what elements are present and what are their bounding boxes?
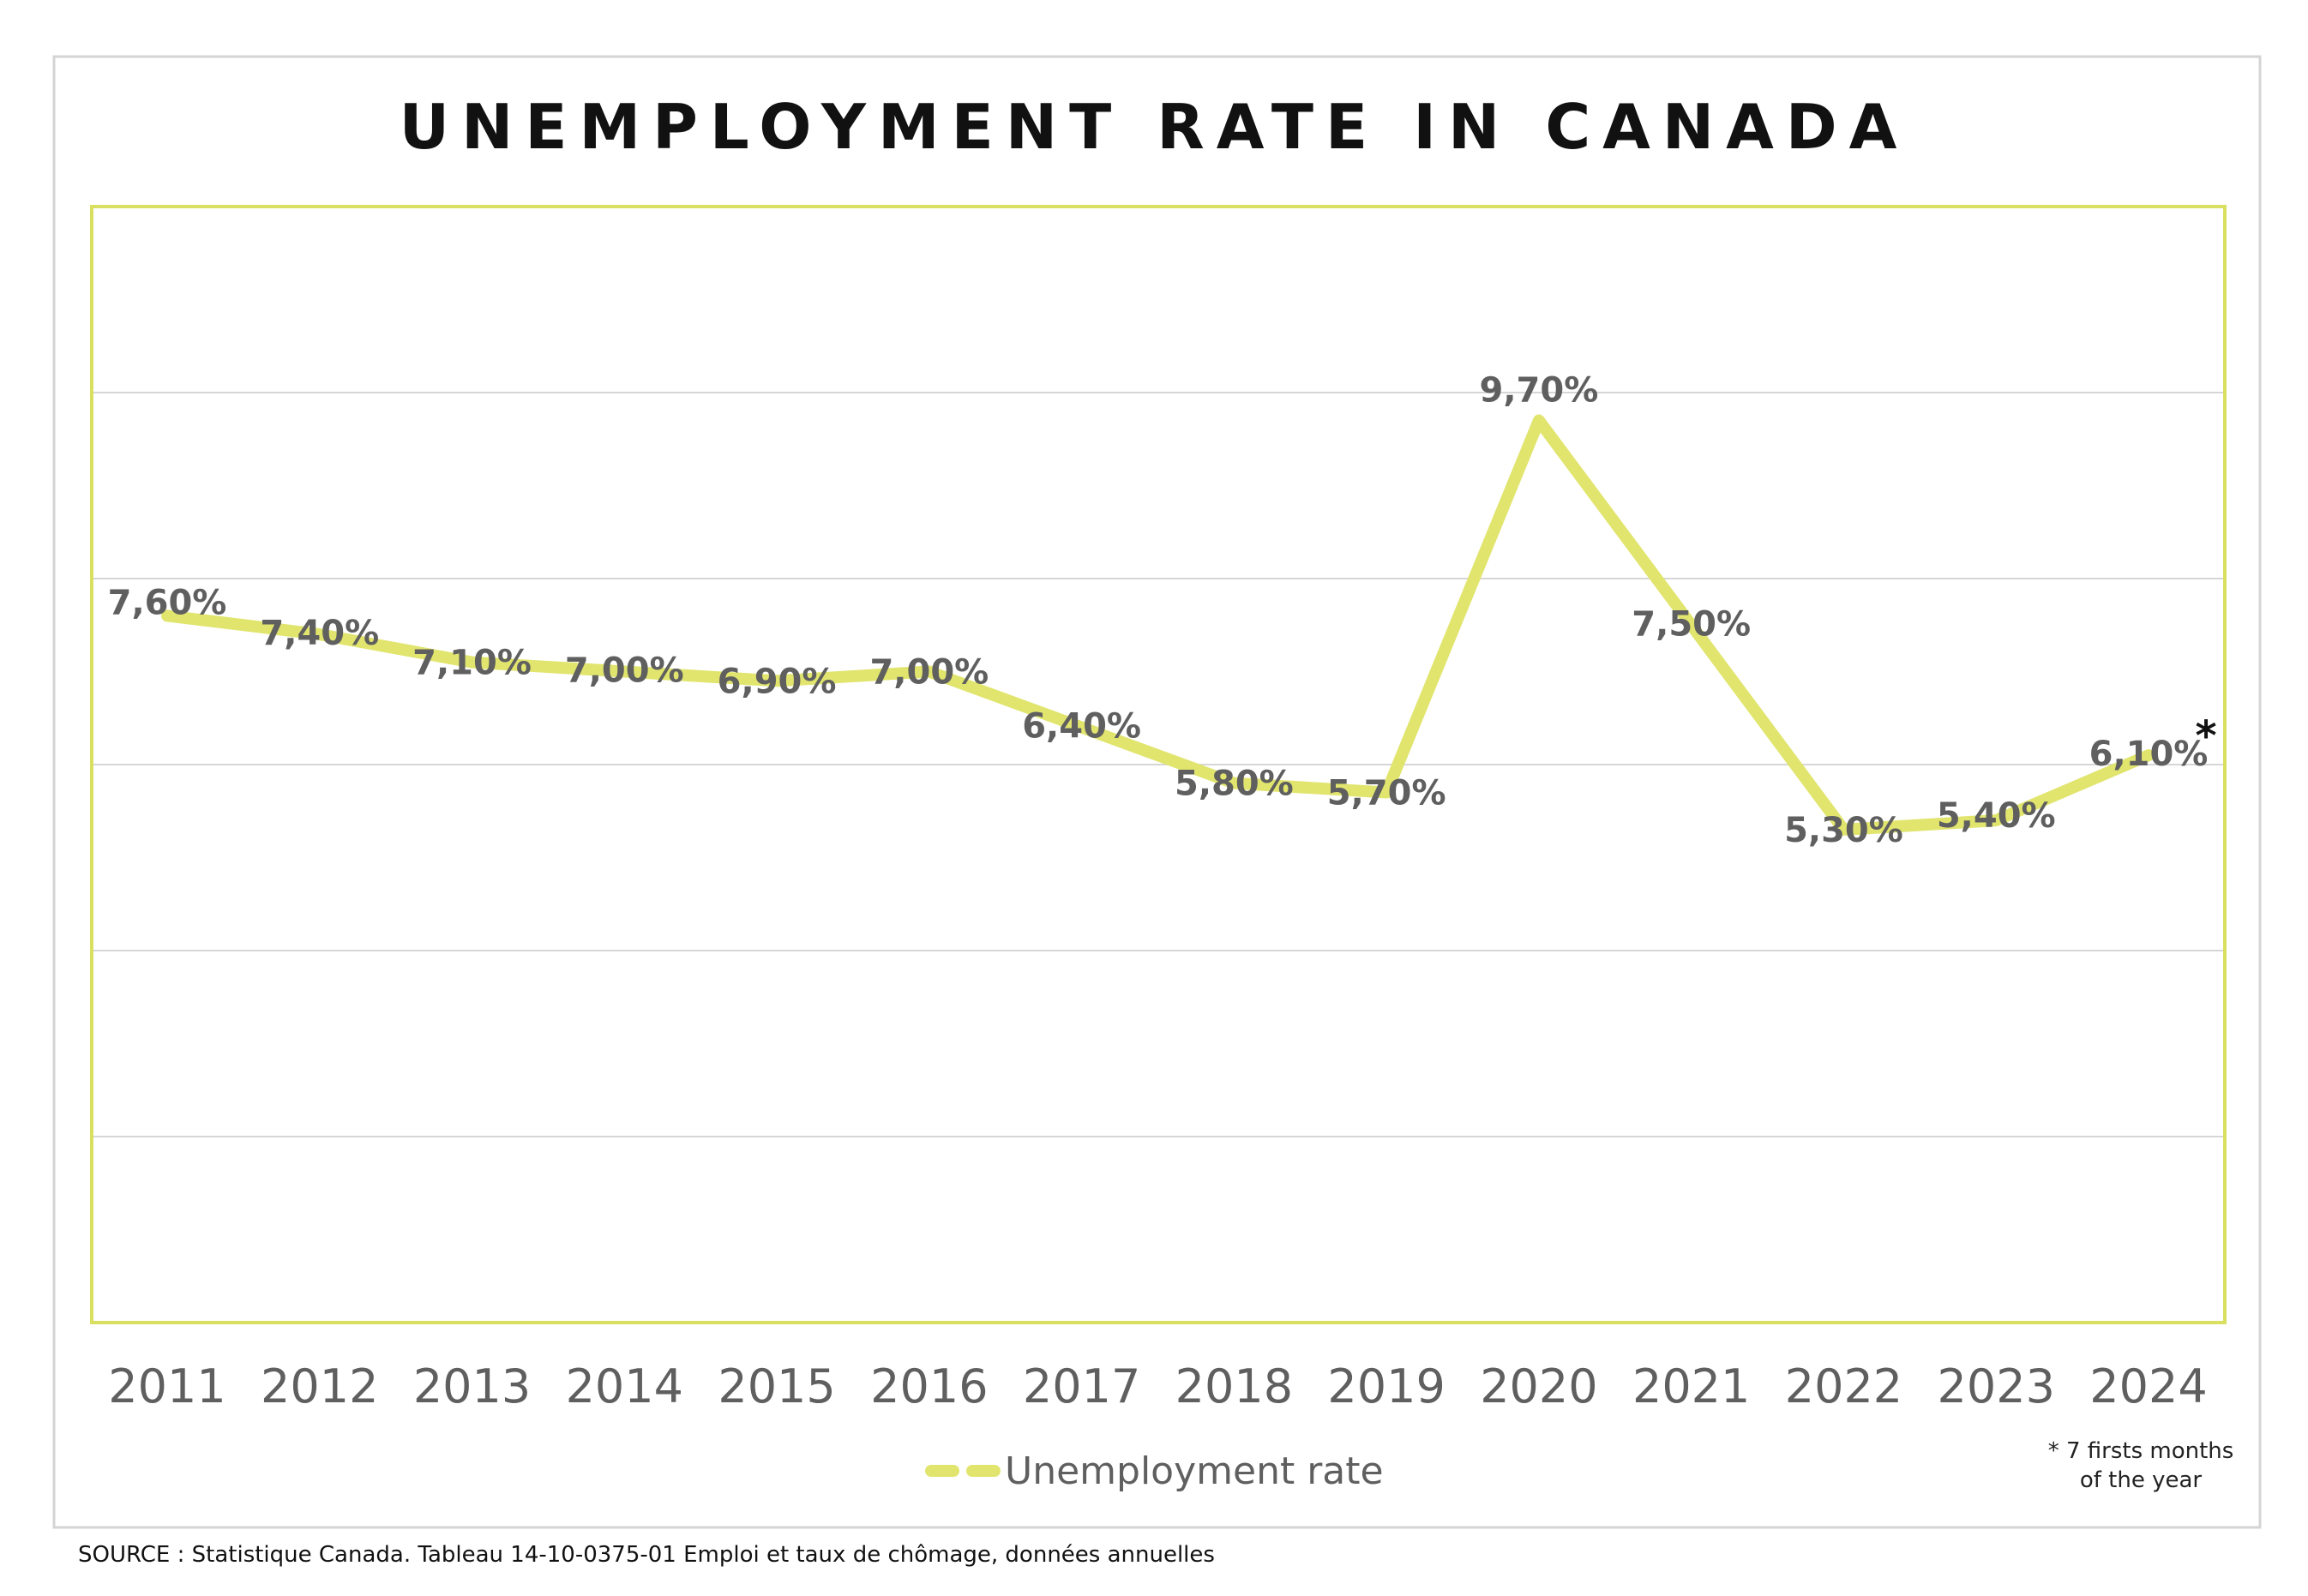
- chart-title: UNEMPLOYMENT RATE IN CANADA: [400, 91, 1909, 163]
- x-tick-label: 2020: [1480, 1359, 1597, 1413]
- annotation-note-line-1: * 7 firsts months: [2048, 1438, 2234, 1464]
- data-label: 5,40%: [1937, 796, 2056, 836]
- legend-label: Unemployment rate: [1005, 1449, 1384, 1493]
- x-tick-label: 2022: [1785, 1359, 1902, 1413]
- x-tick-label: 2017: [1023, 1359, 1140, 1413]
- x-tick-label: 2024: [2089, 1359, 2207, 1413]
- data-label: 7,50%: [1632, 604, 1751, 644]
- source-note: SOURCE : Statistique Canada. Tableau 14-…: [78, 1542, 1215, 1568]
- data-label: 7,40%: [260, 614, 379, 653]
- data-label: 7,10%: [412, 644, 532, 683]
- data-label: 7,00%: [869, 653, 989, 693]
- data-label: 6,90%: [718, 662, 837, 701]
- x-tick-label: 2013: [413, 1359, 531, 1413]
- x-tick-label: 2014: [566, 1359, 683, 1413]
- legend: Unemployment rate: [925, 1449, 1384, 1493]
- x-tick-label: 2023: [1938, 1359, 2055, 1413]
- x-tick-label: 2018: [1175, 1359, 1293, 1413]
- x-tick-label: 2011: [108, 1359, 225, 1413]
- outer-border: [52, 55, 2262, 1529]
- x-tick-label: 2016: [870, 1359, 988, 1413]
- data-label: 6,40%: [1022, 707, 1141, 747]
- data-label: 5,80%: [1175, 765, 1294, 804]
- annotation-asterisk: *: [2195, 712, 2216, 760]
- plot-frame: [90, 205, 2227, 1324]
- x-tick-label: 2015: [718, 1359, 835, 1413]
- x-tick-label: 2012: [261, 1359, 378, 1413]
- data-label: 7,60%: [108, 583, 227, 622]
- series-line-unemployment-rate: [161, 414, 2155, 836]
- data-label: 9,70%: [1480, 371, 1599, 411]
- data-labels: 7,60% 7,40% 7,10% 7,00% 6,90% 7,00% 6,40% 5,80%…: [108, 371, 2209, 850]
- x-tick-label: 2021: [1632, 1359, 1750, 1413]
- data-label: 7,00%: [565, 651, 684, 691]
- annotation-note-line-2: of the year: [2080, 1467, 2203, 1493]
- x-axis-tick-labels: 2011 2012 2013 2014 2015 2016 2017 2018 2019 2020…: [108, 1359, 2207, 1413]
- data-label: 5,30%: [1784, 811, 1903, 850]
- gridlines: [92, 392, 2225, 1137]
- x-tick-label: 2019: [1327, 1359, 1445, 1413]
- data-label: 5,70%: [1327, 774, 1446, 813]
- data-label: 6,10%: [2089, 735, 2209, 774]
